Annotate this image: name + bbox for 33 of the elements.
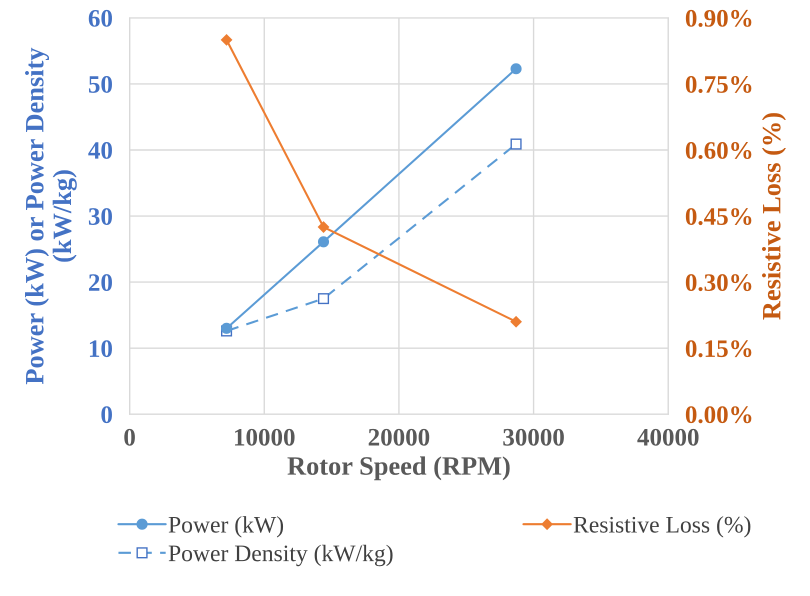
point [221,322,232,334]
y2-tick-label: 0.00% [686,406,752,424]
x-tick-label: 30000 [503,428,564,446]
y2-tick-label: 0.30% [686,274,752,292]
x-tick-label: 40000 [637,428,699,446]
y2-tick-label: 0.15% [686,340,752,358]
y2-tick-label: 0.90% [686,10,752,27]
x-axis-title: Rotor Speed (RPM) [287,456,510,480]
y2-tick-label: 0.75% [686,76,752,93]
y2-tick-label: 0.45% [686,208,752,226]
y-tick-label: 30 [88,208,112,225]
y-tick-label: 60 [88,10,112,27]
point [318,221,330,233]
y2-tick-label: 0.60% [686,142,752,160]
y2-axis-title: Resistive Loss (%) [762,113,786,320]
point [318,236,330,248]
y-tick-label: 0 [101,406,112,424]
point [318,293,330,304]
legend-label: Power (kW) [168,516,284,538]
x-tick-label: 0 [124,428,135,446]
point [510,138,522,150]
y-tick-label: 40 [88,142,112,159]
y-tick-label: 50 [88,76,112,93]
x-tick-label: 20000 [368,428,430,446]
x-tick-label: 10000 [235,428,295,446]
legend-label: Power Density (kW/kg) [168,544,393,566]
point [510,63,522,74]
y-tick-label: 10 [90,340,112,358]
point [510,316,522,328]
y-axis-title: Power (kW) or Power Density (kW/kg) [25,48,77,384]
point [220,34,232,46]
y-tick-label: 20 [88,274,112,292]
legend-label: Resistive Loss (%) [574,516,750,538]
